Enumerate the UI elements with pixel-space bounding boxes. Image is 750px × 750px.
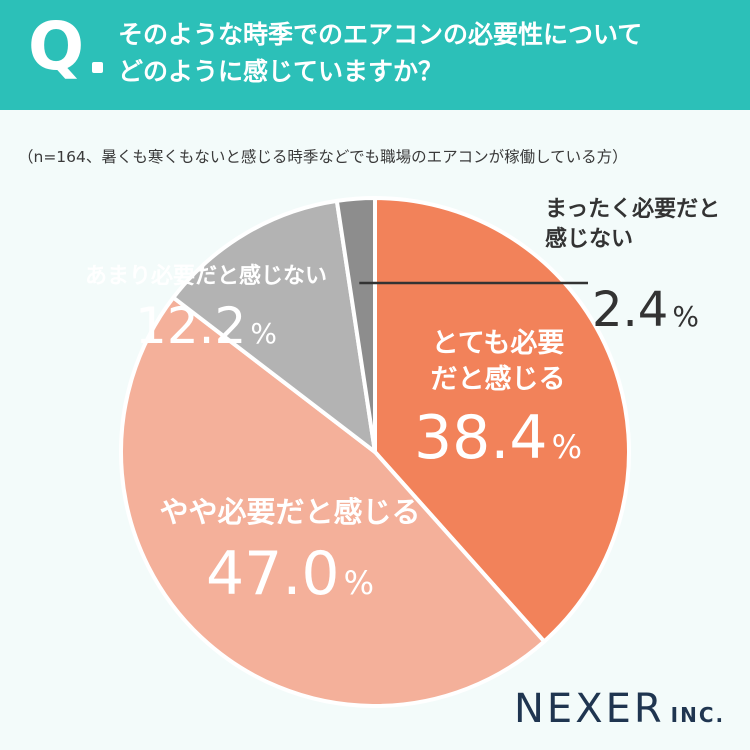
slice-value-not-necessary-at-all: 2.4% — [592, 282, 699, 338]
slice-label-not-necessary-at-all: まったく必要だと — [545, 196, 720, 222]
company-logo: NEXER INC. — [514, 686, 725, 732]
slice-value-not-very-necessary: 12.2% — [135, 297, 277, 355]
question-banner: Q そのような時季でのエアコンの必要性について どのように感じていますか？ — [0, 0, 750, 110]
pie-slices — [119, 196, 631, 708]
slice-label-not-necessary-at-all: 感じない — [545, 226, 633, 252]
pie-slice-very-necessary — [373, 196, 631, 644]
q-dot — [92, 62, 103, 73]
slice-label-very-necessary: だと感じる — [431, 363, 566, 395]
question-line-2: どのように感じていますか？ — [118, 57, 444, 86]
logo-wordmark: NEXER — [514, 686, 665, 732]
slice-value-very-necessary: 38.4% — [414, 403, 582, 473]
question-line-1: そのような時季でのエアコンの必要性について — [118, 20, 643, 49]
question-text: そのような時季でのエアコンの必要性について どのように感じていますか？ — [118, 16, 738, 90]
slice-label-very-necessary: とても必要 — [432, 328, 565, 359]
pie-slice-somewhat-necessary — [119, 295, 547, 708]
slice-value-somewhat-necessary: 47.0% — [206, 539, 374, 609]
pie-slice-not-necessary-at-all — [334, 196, 377, 454]
pie-slice-not-very-necessary — [171, 198, 377, 454]
q-mark: Q — [28, 8, 85, 85]
slice-label-not-very-necessary: あまり必要だと感じない — [85, 263, 327, 289]
sample-note: （n=164、暑くも寒くもないと感じる時季などでも職場のエアコンが稼働している方… — [18, 148, 628, 166]
logo-suffix: INC. — [670, 703, 726, 727]
slice-label-somewhat-necessary: やや必要だと感じる — [159, 495, 420, 529]
